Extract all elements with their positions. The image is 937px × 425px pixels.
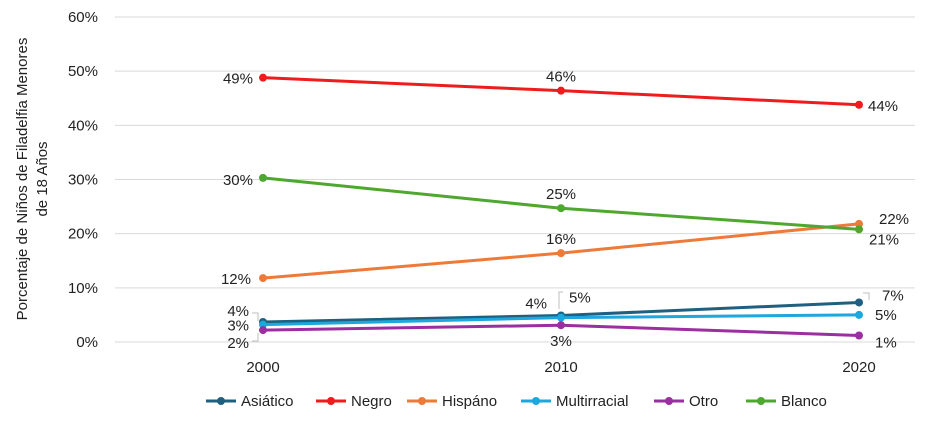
legend-marker — [327, 397, 335, 405]
leader-line — [558, 291, 563, 309]
y-tick-label: 60% — [68, 9, 98, 26]
data-label: 3% — [227, 318, 249, 335]
y-tick-label: 40% — [68, 117, 98, 134]
legend-marker — [757, 397, 765, 405]
legend-label: Hispáno — [442, 393, 497, 410]
x-tick-label: 2020 — [842, 359, 875, 376]
y-axis-title-line-2: de 18 Años — [34, 141, 51, 216]
legend-item: Blanco — [746, 393, 827, 410]
data-label: 7% — [882, 287, 904, 304]
data-label: 4% — [525, 295, 547, 312]
data-label: 25% — [546, 186, 576, 203]
y-tick-label: 10% — [68, 280, 98, 297]
data-label: 3% — [550, 333, 572, 350]
data-point — [259, 274, 267, 283]
data-label: 5% — [875, 307, 897, 324]
data-point — [557, 204, 565, 213]
data-label: 30% — [223, 172, 253, 189]
y-tick-label: 50% — [68, 63, 98, 80]
data-point — [259, 73, 267, 82]
leader-line — [863, 292, 870, 300]
legend-item: Negro — [316, 393, 392, 410]
data-point — [855, 310, 863, 319]
legend-marker — [217, 397, 225, 405]
legend-marker — [418, 397, 426, 405]
data-label: 5% — [569, 290, 591, 307]
data-label: 4% — [227, 303, 249, 320]
y-tick-label: 20% — [68, 226, 98, 243]
x-tick-label: 2000 — [246, 359, 279, 376]
data-point — [557, 321, 565, 330]
data-point — [855, 331, 863, 340]
data-point — [259, 326, 267, 335]
legend: Asiático Negro Hispáno Multirracial Otro Blan… — [206, 393, 827, 410]
data-labels: 4% 4% 7%49% 46%44%12%16%22%3%5%5%2% 3% 1%30%2… — [221, 69, 909, 352]
legend-marker — [665, 397, 673, 405]
legend-label: Otro — [689, 393, 718, 410]
y-tick-label: 0% — [76, 334, 98, 351]
data-label: 44% — [868, 98, 898, 115]
legend-label: Multirracial — [556, 393, 629, 410]
data-point — [259, 173, 267, 182]
data-point — [557, 86, 565, 95]
data-label: 22% — [879, 211, 909, 228]
y-tick-label: 30% — [68, 172, 98, 189]
data-point — [855, 298, 863, 307]
data-label: 49% — [223, 71, 253, 88]
legend-label: Asiático — [241, 393, 294, 410]
data-label: 46% — [546, 69, 576, 86]
data-point — [557, 313, 565, 322]
gridlines — [115, 16, 915, 343]
x-tick-label: 2010 — [544, 359, 577, 376]
y-axis-ticks: 0% 10% 20% 30% 40% 50% 60% — [68, 9, 98, 351]
data-label: 21% — [869, 231, 899, 248]
series-layer — [259, 73, 863, 340]
leader-line — [252, 312, 259, 321]
data-point — [855, 100, 863, 109]
x-axis-ticks: 2000 2010 2020 — [246, 359, 875, 376]
legend-label: Blanco — [781, 393, 827, 410]
data-point — [557, 249, 565, 258]
leader-line — [252, 333, 259, 342]
y-axis-title-line-1: Porcentaje de Niños de Filadelfia Menore… — [14, 38, 31, 321]
data-point — [855, 225, 863, 234]
legend-item: Otro — [654, 393, 718, 410]
data-label: 12% — [221, 271, 251, 288]
leader-lines — [252, 291, 870, 342]
legend-item: Asiático — [206, 393, 294, 410]
data-label: 16% — [546, 231, 576, 248]
legend-item: Hispáno — [407, 393, 497, 410]
data-label: 1% — [875, 335, 897, 352]
legend-label: Negro — [351, 393, 392, 410]
data-label: 2% — [227, 335, 249, 352]
legend-marker — [532, 397, 540, 405]
legend-item: Multirracial — [521, 393, 629, 410]
